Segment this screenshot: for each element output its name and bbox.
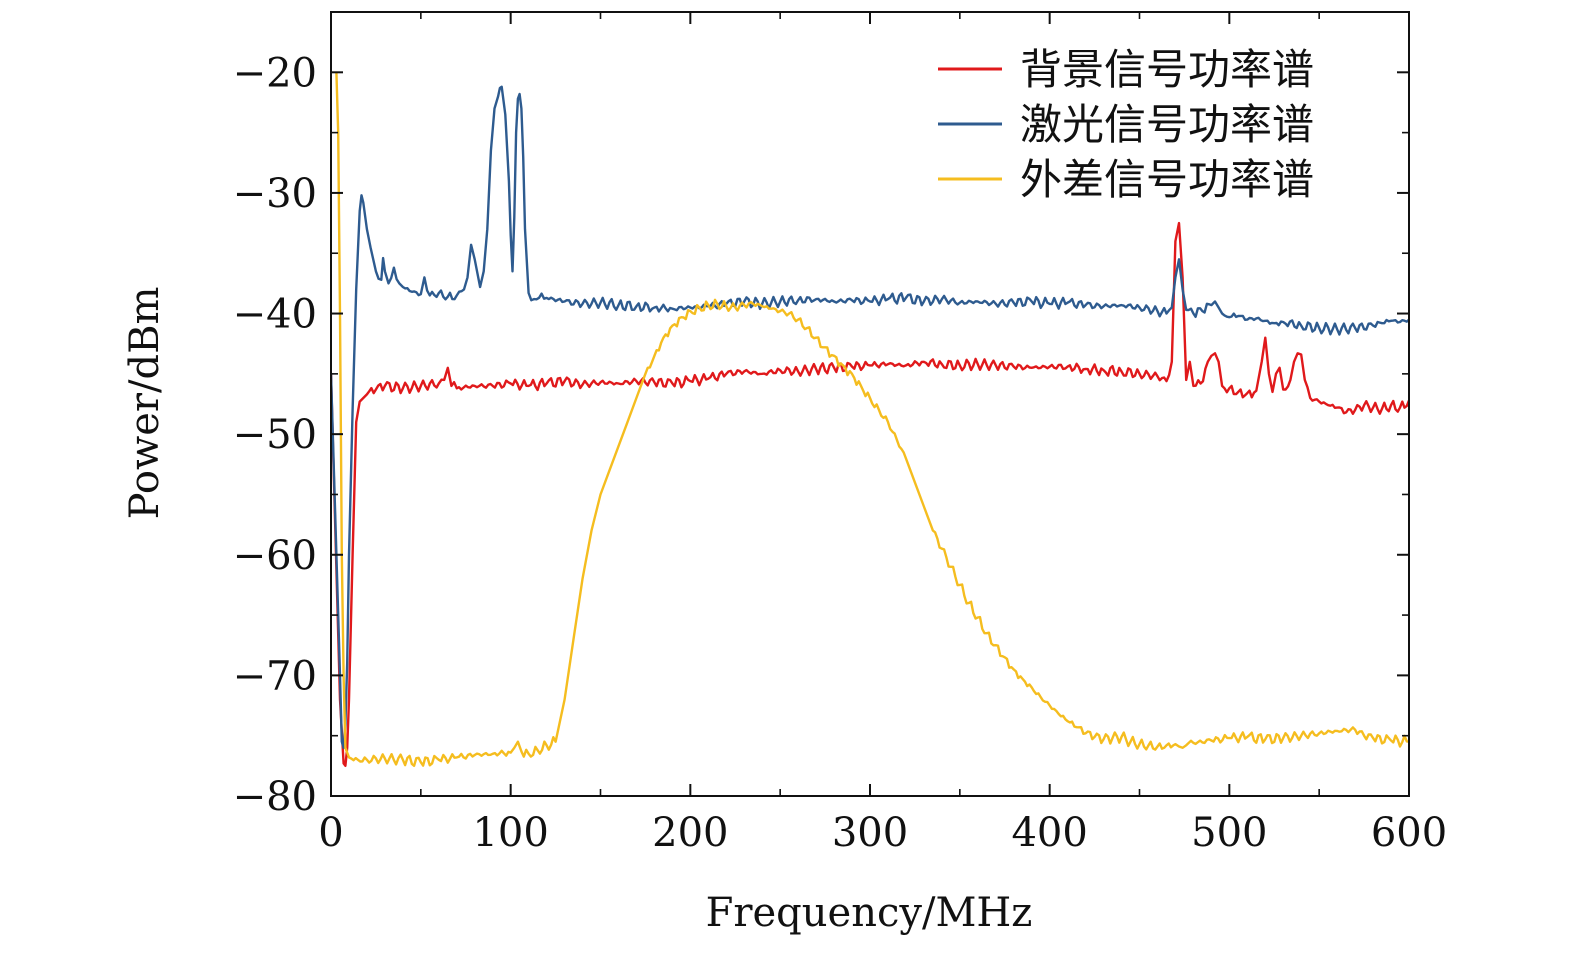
y-tick-label: −60 bbox=[233, 533, 317, 579]
x-tick-label: 200 bbox=[652, 810, 728, 856]
y-tick-label: −80 bbox=[233, 774, 317, 820]
x-tick-label: 600 bbox=[1371, 810, 1447, 856]
y-tick-label: −70 bbox=[233, 653, 317, 699]
legend-label-1: 背景信号功率谱 bbox=[1020, 45, 1314, 94]
legend-label-2: 激光信号功率谱 bbox=[1020, 100, 1314, 149]
y-tick-label: −20 bbox=[233, 50, 317, 96]
y-axis-title: Power/dBm bbox=[122, 287, 168, 520]
x-tick-label: 400 bbox=[1011, 810, 1087, 856]
axes: 0 100 200 300 400 500 600 −20 −30 −40 −50 −60 −70 −80 bbox=[233, 11, 1447, 856]
x-tick-label: 100 bbox=[472, 810, 548, 856]
y-tick-label: −30 bbox=[233, 171, 317, 217]
series-line-1 bbox=[331, 221, 1409, 767]
x-tick-label: 0 bbox=[318, 810, 343, 856]
y-tick-label: −50 bbox=[233, 412, 317, 458]
y-tick-label: −40 bbox=[233, 292, 317, 338]
x-axis-title: Frequency/MHz bbox=[706, 890, 1033, 936]
x-tick-label: 300 bbox=[832, 810, 908, 856]
series-lines bbox=[331, 72, 1409, 767]
x-tick-label: 500 bbox=[1191, 810, 1267, 856]
series-line-3 bbox=[335, 72, 1409, 767]
plot-area bbox=[331, 72, 1409, 767]
legend-label-3: 外差信号功率谱 bbox=[1020, 155, 1314, 204]
series-line-2 bbox=[331, 85, 1409, 749]
